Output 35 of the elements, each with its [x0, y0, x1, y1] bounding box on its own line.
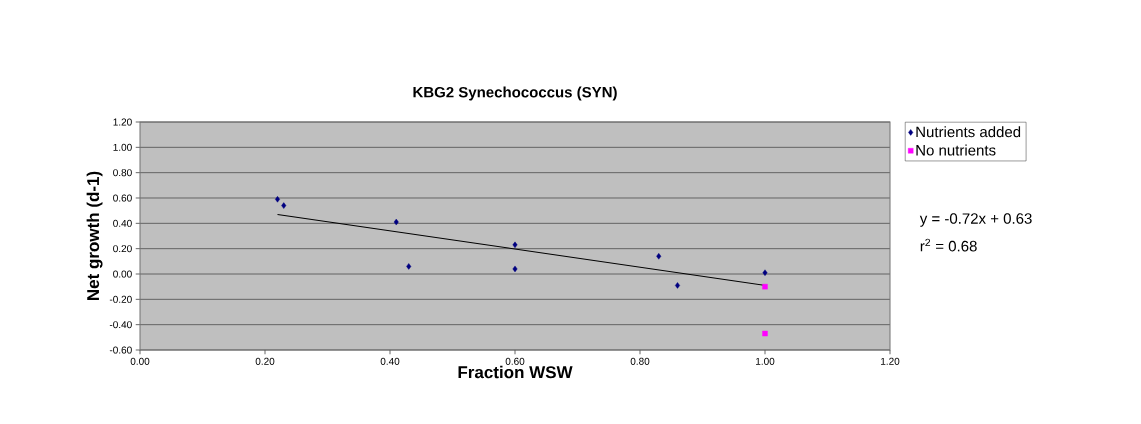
- point: [762, 283, 768, 290]
- x-tick-label: 0.40: [380, 357, 400, 365]
- point: [393, 218, 399, 226]
- x-tick-label: 1.00: [756, 357, 775, 365]
- point: [275, 196, 280, 203]
- point: [675, 282, 680, 289]
- point: [406, 263, 412, 270]
- x-tick-label: 0.00: [130, 357, 150, 365]
- x-axis-title: Fraction WSW: [458, 365, 573, 379]
- y-tick-label: -0.20: [109, 295, 132, 303]
- legend-label: No nutrients: [916, 144, 996, 156]
- point: [512, 265, 518, 273]
- y-tick-label: 0.00: [113, 270, 132, 278]
- point: [762, 269, 768, 276]
- y-axis-title: Net growth (d-1): [86, 171, 103, 301]
- y-tick-label: -0.40: [109, 321, 132, 329]
- y-tick-label: -0.60: [109, 346, 132, 354]
- legend-label: Nutrients added: [916, 126, 1021, 138]
- point: [281, 202, 287, 209]
- y-tick-label: 0.60: [113, 194, 132, 202]
- x-tick-label: 0.80: [630, 357, 650, 365]
- chart-title: KBG2 Synechococcus (SYN): [413, 86, 617, 101]
- x-tick-label: 1.20: [881, 357, 900, 365]
- y-tick-label: 0.20: [113, 245, 132, 253]
- y-tick-label: 0.40: [113, 219, 132, 227]
- x-tick-label: 0.20: [255, 357, 275, 365]
- text: r$^{2}$ = 0.68: [920, 238, 977, 252]
- y-tick-label: 0.80: [113, 169, 132, 177]
- text: y = -0.72x + 0.63: [919, 213, 1032, 227]
- y-tick-label: 1.00: [113, 143, 132, 151]
- y-tick-label: 1.20: [113, 118, 132, 126]
- x-tick-label: 0.60: [505, 357, 525, 365]
- point: [656, 253, 662, 260]
- point: [512, 241, 518, 249]
- point: [762, 330, 768, 337]
